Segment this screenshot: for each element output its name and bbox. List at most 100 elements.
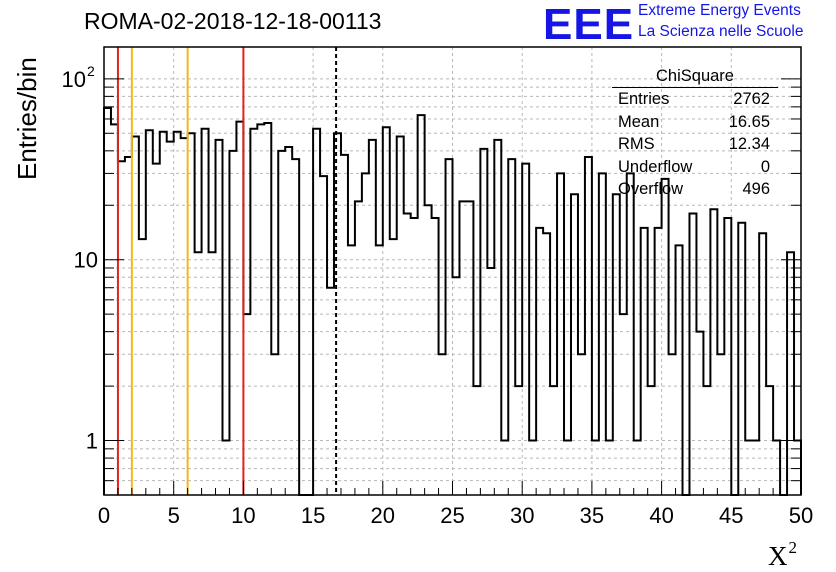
histogram-bin (696, 332, 703, 495)
histogram-bin (313, 129, 320, 495)
histogram-bin (153, 164, 160, 495)
y-tick-label: 10 (74, 248, 98, 273)
histogram-bin (585, 157, 592, 495)
histogram-bin (229, 151, 236, 495)
histogram-bin (717, 354, 724, 495)
stats-value: 0 (760, 157, 770, 176)
histogram-bin (745, 441, 752, 495)
stats-row: Overflow 496 (612, 180, 778, 203)
histogram-bin (390, 239, 397, 495)
chart-title: ROMA-02-2018-12-18-00113 (84, 8, 382, 34)
histogram-bin (522, 164, 529, 495)
stats-row: Underflow 0 (612, 158, 778, 181)
y-tick-label: 1 (86, 429, 98, 454)
stats-label: Underflow (618, 157, 693, 176)
histogram-bin (648, 386, 655, 495)
histogram-bin (376, 245, 383, 495)
stats-row: Mean 16.65 (612, 113, 778, 136)
histogram-bin (759, 233, 766, 495)
logo-line-2: La Scienza nelle Scuole (638, 23, 804, 40)
histogram-bin (341, 155, 348, 495)
histogram-bin (348, 245, 355, 495)
stats-label: Mean (618, 112, 660, 131)
histogram-bin (676, 245, 683, 495)
histogram-bin (362, 173, 369, 495)
histogram-bin (592, 441, 599, 495)
histogram-bin (752, 441, 759, 495)
histogram-bin (557, 173, 564, 495)
histogram-bin (404, 214, 411, 495)
x-axis-label: X2 (768, 538, 797, 572)
stats-label: Overflow (618, 180, 684, 199)
histogram-bin (620, 314, 627, 495)
stats-row: RMS 12.34 (612, 135, 778, 158)
histogram-bin (369, 140, 376, 495)
stats-value: 16.65 (728, 112, 770, 131)
histogram-bin (209, 252, 216, 495)
histogram-bin (264, 123, 271, 495)
histogram-bin (439, 354, 446, 495)
stats-value: 2762 (733, 90, 770, 108)
histogram-bin (167, 142, 174, 495)
stats-label: RMS (618, 135, 655, 154)
histogram-bin (104, 108, 111, 495)
x-axis-label-base: X (768, 541, 788, 571)
histogram-bin (132, 136, 139, 495)
histogram-bin (355, 201, 362, 495)
histogram-bin (139, 239, 146, 495)
histogram-bin (738, 223, 745, 495)
histogram-bin (216, 140, 223, 495)
axis-ticks (103, 78, 802, 496)
histogram-bin (669, 354, 676, 495)
histogram-bin (599, 173, 606, 495)
histogram-bin (181, 138, 188, 495)
histogram-bin (243, 314, 250, 495)
histogram-bin (536, 228, 543, 495)
histogram-bin (446, 159, 453, 495)
histogram-bin (710, 209, 717, 495)
histogram-bin (655, 228, 662, 495)
histogram-bin (550, 386, 557, 495)
histogram-bin (236, 122, 243, 495)
y-axis-label: Entries/bin (12, 57, 42, 180)
stats-value: 12.34 (728, 135, 770, 154)
histogram-bin (278, 151, 285, 495)
histogram-bin (501, 441, 508, 495)
histogram-bin (766, 386, 773, 495)
histogram-bin (327, 288, 334, 495)
histogram-bin (613, 194, 620, 495)
histogram-bin (111, 124, 118, 495)
x-tick-label: 50 (789, 503, 813, 528)
histogram-bin (606, 441, 613, 495)
stats-title: ChiSquare (612, 67, 778, 88)
histogram-bin (334, 133, 341, 495)
x-tick-label: 10 (231, 503, 255, 528)
histogram-bin (473, 386, 480, 495)
histogram-bin (257, 124, 264, 495)
stats-box: ChiSquare Entries 2762 Mean 16.65 RMS 12.34… (612, 67, 778, 203)
histogram-bin (494, 140, 501, 495)
x-tick-label: 40 (649, 503, 673, 528)
histogram-bin (188, 133, 195, 495)
histogram-bin (480, 149, 487, 495)
histogram-bin (160, 132, 167, 495)
x-tick-label: 25 (440, 503, 464, 528)
reference-lines (116, 47, 338, 495)
eee-logo: EEE (543, 0, 635, 49)
histogram-bin (487, 268, 494, 495)
x-axis-label-exponent: 2 (788, 538, 798, 557)
histogram-bin (703, 386, 710, 495)
histogram-bin (320, 176, 327, 495)
histogram-bin (508, 159, 515, 495)
histogram-bin (529, 441, 536, 495)
histogram-bin (578, 354, 585, 495)
histogram-bin (271, 354, 278, 495)
histogram-bin (724, 218, 731, 495)
x-tick-label: 35 (580, 503, 604, 528)
x-tick-label: 30 (510, 503, 534, 528)
histogram-bin (285, 147, 292, 495)
histogram-bin (564, 441, 571, 495)
stats-value: 496 (742, 180, 770, 199)
histogram-bin (571, 194, 578, 495)
histogram-bin (411, 218, 418, 495)
